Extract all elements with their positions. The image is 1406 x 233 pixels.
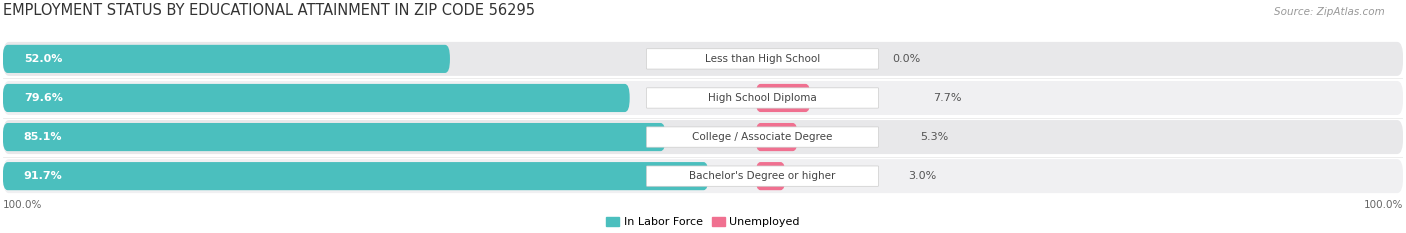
Text: Source: ZipAtlas.com: Source: ZipAtlas.com (1274, 7, 1385, 17)
Text: High School Diploma: High School Diploma (709, 93, 817, 103)
Text: 7.7%: 7.7% (934, 93, 962, 103)
Text: EMPLOYMENT STATUS BY EDUCATIONAL ATTAINMENT IN ZIP CODE 56295: EMPLOYMENT STATUS BY EDUCATIONAL ATTAINM… (3, 3, 534, 18)
FancyBboxPatch shape (755, 123, 797, 151)
Text: 52.0%: 52.0% (24, 54, 62, 64)
Text: 91.7%: 91.7% (24, 171, 62, 181)
FancyBboxPatch shape (647, 88, 879, 108)
FancyBboxPatch shape (755, 162, 786, 190)
Text: 85.1%: 85.1% (24, 132, 62, 142)
FancyBboxPatch shape (3, 123, 665, 151)
Text: 5.3%: 5.3% (921, 132, 949, 142)
Text: 3.0%: 3.0% (908, 171, 936, 181)
FancyBboxPatch shape (3, 42, 1403, 76)
FancyBboxPatch shape (3, 120, 1403, 154)
Text: 0.0%: 0.0% (891, 54, 921, 64)
FancyBboxPatch shape (647, 49, 879, 69)
FancyBboxPatch shape (647, 127, 879, 147)
FancyBboxPatch shape (3, 159, 1403, 193)
Text: 100.0%: 100.0% (1364, 200, 1403, 210)
Legend: In Labor Force, Unemployed: In Labor Force, Unemployed (602, 212, 804, 232)
FancyBboxPatch shape (3, 162, 709, 190)
Text: Bachelor's Degree or higher: Bachelor's Degree or higher (689, 171, 835, 181)
FancyBboxPatch shape (647, 166, 879, 186)
Text: 79.6%: 79.6% (24, 93, 63, 103)
FancyBboxPatch shape (755, 84, 810, 112)
Text: College / Associate Degree: College / Associate Degree (692, 132, 832, 142)
FancyBboxPatch shape (3, 45, 450, 73)
FancyBboxPatch shape (3, 81, 1403, 115)
Text: Less than High School: Less than High School (704, 54, 820, 64)
FancyBboxPatch shape (3, 84, 630, 112)
Text: 100.0%: 100.0% (3, 200, 42, 210)
